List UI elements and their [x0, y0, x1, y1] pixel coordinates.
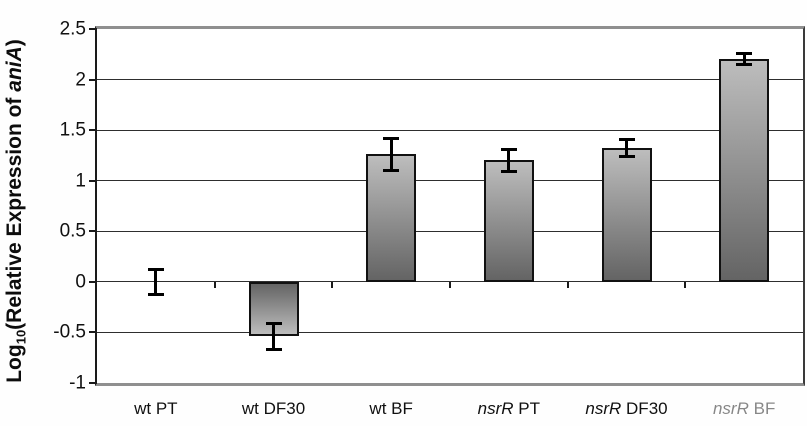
x-axis-category-tick	[331, 281, 334, 288]
y-axis-tick-label: -0.5	[53, 321, 86, 343]
gridline-y-1	[97, 180, 803, 182]
error-bar-cap-bottom-wt-bf	[383, 168, 400, 172]
y-axis-tick-label: 1	[75, 170, 86, 192]
y-axis-tick	[89, 28, 97, 30]
y-axis-tick-label: 0.5	[59, 220, 86, 242]
error-bar-line-wt-bf	[389, 138, 393, 171]
error-bar-cap-bottom-nsrr-df30	[618, 155, 635, 159]
error-bar-line-nsrr-pt	[507, 149, 511, 172]
bar-wt-bf	[366, 154, 417, 282]
x-axis-category-tick	[449, 281, 451, 288]
bar-nsrr-bf	[719, 59, 770, 282]
error-bar-cap-bottom-wt-pt	[147, 293, 164, 296]
gridline-y-1.5	[97, 129, 803, 131]
y-axis-title: Log10(Relative Expression of aniA)	[3, 4, 29, 418]
y-axis-tick-label: 1.5	[59, 119, 86, 141]
x-axis-label-wt-df30: wt DF30	[241, 399, 306, 418]
gridline-y-0.5	[97, 230, 803, 232]
bar-nsrr-pt	[483, 160, 534, 282]
x-axis-label-nsrr-pt: nsrR PT	[477, 399, 541, 418]
gridline-y--0.5	[97, 331, 803, 333]
y-axis-tick	[89, 331, 97, 334]
y-axis-tick	[89, 382, 97, 384]
y-axis-tick	[89, 179, 97, 182]
x-axis-label-wt-pt: wt PT	[134, 399, 178, 418]
error-bar-cap-bottom-nsrr-pt	[500, 169, 517, 173]
y-axis-tick-label: 2.5	[59, 18, 86, 40]
y-axis-title-mid: (Relative Expression of	[3, 91, 26, 330]
error-bar-line-wt-pt	[154, 268, 158, 295]
error-bar-cap-top-wt-df30	[265, 322, 282, 326]
x-axis-label-italic-part: nsrR	[712, 399, 749, 418]
x-axis-label-nsrr-df30: nsrR DF30	[585, 399, 668, 418]
y-axis-tick-label: 2	[75, 69, 86, 91]
x-axis-label-wt-bf: wt BF	[369, 399, 413, 418]
error-bar-cap-bottom-wt-df30	[265, 347, 282, 351]
x-axis-label-nsrr-bf: nsrR BF	[712, 399, 776, 418]
y-axis-title-gene-name: aniA	[3, 46, 26, 92]
error-bar-cap-top-nsrr-pt	[500, 148, 517, 152]
error-bar-cap-top-nsrr-df30	[618, 138, 635, 142]
error-bar-cap-top-nsrr-bf	[736, 52, 753, 56]
x-axis-label-italic-part: nsrR	[477, 399, 514, 418]
y-axis-tick	[89, 230, 97, 233]
y-axis-tick	[89, 129, 97, 132]
y-axis-title-pre: Log	[3, 344, 26, 383]
y-axis-title-post: )	[3, 39, 26, 47]
y-axis-tick	[89, 280, 97, 283]
x-axis-category-tick	[684, 281, 687, 288]
x-axis-label-italic-part: nsrR	[585, 399, 622, 418]
bar-nsrr-df30	[601, 148, 652, 282]
plot-area	[95, 26, 805, 386]
x-axis-category-tick	[566, 281, 569, 288]
y-axis-tick-label: 0	[75, 271, 86, 293]
y-axis-tick-label: -1	[69, 372, 86, 394]
error-bar-line-nsrr-df30	[625, 139, 628, 158]
error-bar-cap-bottom-nsrr-bf	[736, 63, 753, 67]
error-bar-cap-top-wt-bf	[383, 137, 400, 141]
error-bar-line-nsrr-bf	[742, 53, 746, 66]
error-bar-line-wt-df30	[272, 323, 275, 350]
error-bar-cap-top-wt-pt	[147, 267, 164, 271]
y-axis-tick	[89, 78, 97, 81]
x-axis-category-tick	[213, 281, 216, 288]
gridline-y-2	[97, 79, 803, 81]
